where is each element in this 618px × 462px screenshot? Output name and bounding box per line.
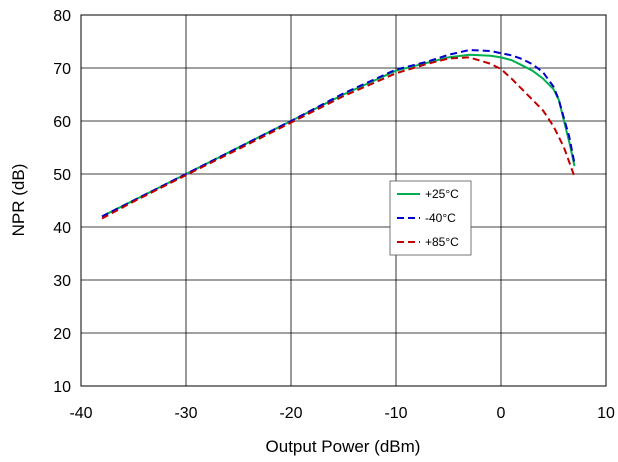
y-tick-labels: 10 20 30 40 50 60 70 80 (53, 8, 71, 396)
y-tick-label: 60 (53, 114, 71, 131)
x-tick-label: 10 (597, 405, 615, 422)
x-tick-label: -40 (69, 405, 92, 422)
y-tick-label: 20 (53, 326, 71, 343)
plot-area (80, 14, 607, 387)
legend-label-2: +85°C (425, 235, 459, 249)
y-tick-label: 70 (53, 61, 71, 78)
y-tick-label: 80 (53, 8, 71, 25)
y-tick-label: 50 (53, 167, 71, 184)
series-line-2 (101, 56, 576, 220)
series-line-1 (101, 49, 576, 218)
x-tick-label: -30 (174, 405, 197, 422)
y-tick-label: 30 (53, 273, 71, 290)
legend-label-0: +25°C (425, 187, 459, 201)
series-lines (101, 49, 576, 220)
y-axis-title: NPR (dB) (9, 164, 28, 237)
legend-label-1: -40°C (425, 211, 456, 225)
y-tick-label: 10 (53, 379, 71, 396)
x-tick-label: -20 (279, 405, 302, 422)
x-tick-label: -10 (384, 405, 407, 422)
legend: +25°C -40°C +85°C (389, 180, 472, 256)
x-axis-title: Output Power (dBm) (266, 437, 421, 456)
y-tick-label: 40 (53, 220, 71, 237)
x-tick-label: 0 (497, 405, 506, 422)
x-tick-labels: -40 -30 -20 -10 0 10 (69, 405, 615, 422)
